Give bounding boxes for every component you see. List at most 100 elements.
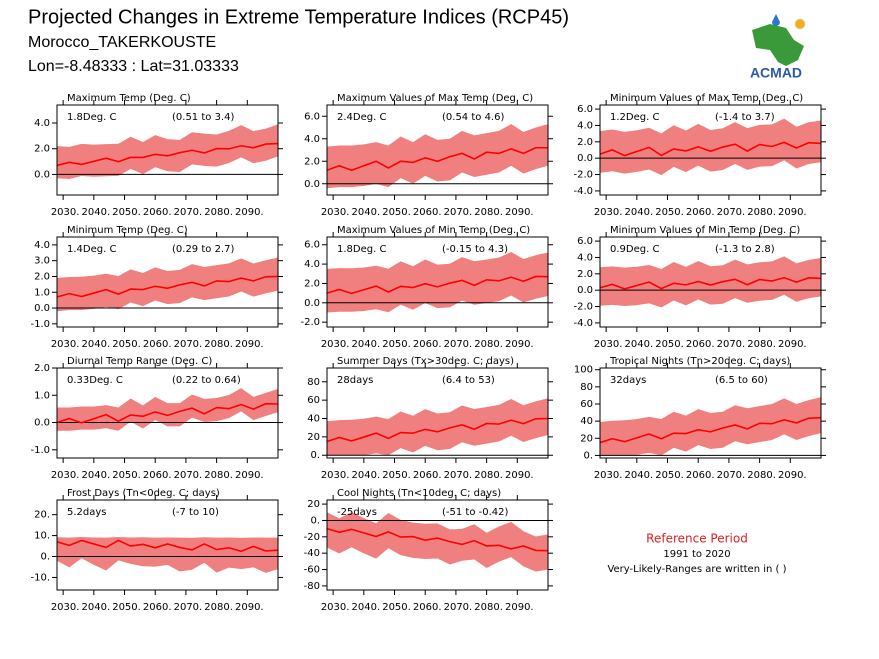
x-tick-label: 2080. <box>474 602 503 613</box>
x-tick-label: 2040. <box>352 339 381 350</box>
panel: 0.0 2.0 4.0 2030. 2040. 2050. 2060. 2070. 2080. 2… <box>34 93 283 218</box>
y-tick-label: -2.0 <box>573 302 593 313</box>
x-tick-label: 2060. <box>413 339 442 350</box>
panel-stat: 2.4Deg. C <box>337 112 386 123</box>
y-tick-label: 0.0 <box>34 303 50 314</box>
y-tick-label: 3.0 <box>34 256 50 267</box>
y-tick-label: 20 <box>307 499 320 510</box>
logo-map <box>752 24 804 66</box>
x-tick-label: 2030. <box>321 207 350 218</box>
plot-frame <box>326 499 549 591</box>
y-tick-label: -60 <box>304 565 320 576</box>
panel-range: (6.5 to 60) <box>715 375 768 386</box>
plot-frame <box>326 104 549 196</box>
location: Lon=-8.48333 : Lat=31.03333 <box>28 58 239 75</box>
x-tick-label: 2070. <box>174 470 203 481</box>
x-tick-label: 2080. <box>204 602 233 613</box>
panel: -80 -60 -40 -20 0. 20 2030. 2040. 2050. 2060. 2070… <box>304 488 553 613</box>
y-tick-label: 1.0 <box>34 287 50 298</box>
median-line <box>56 275 279 298</box>
x-tick-label: 2060. <box>413 602 442 613</box>
y-tick-label: 60 <box>307 395 320 406</box>
median-line <box>599 141 822 157</box>
x-tick-label: 2050. <box>112 339 141 350</box>
panel: -10. 0. 10. 20. 2030. 2040. 2050. 2060. 2070. 208… <box>30 488 283 613</box>
x-tick-label: 2040. <box>625 470 654 481</box>
range-band <box>327 512 548 572</box>
median-line <box>56 539 279 553</box>
y-tick-label: 0. <box>310 450 320 461</box>
y-tick-label: 0.0 <box>304 298 320 309</box>
x-tick-label: 2030. <box>594 470 623 481</box>
panel-title: Diurnal Temp Range (Deg. C) <box>67 356 212 367</box>
x-tick-label: 2090. <box>778 339 807 350</box>
logo: ACMAD <box>750 14 805 81</box>
panel: 0. 20 40 60 80 2030. 2040. 2050. 2060. 2070. 2080.… <box>307 356 553 481</box>
y-tick-label: -2.0 <box>573 170 593 181</box>
x-tick-label: 2060. <box>413 207 442 218</box>
panel-range: (-7 to 10) <box>172 507 219 518</box>
x-tick-label: 2080. <box>474 470 503 481</box>
y-tick-label: -40 <box>304 548 320 559</box>
y-tick-label: 100 <box>574 365 593 376</box>
panel-range: (-1.3 to 2.8) <box>715 244 775 255</box>
logo-text: ACMAD <box>750 65 802 81</box>
x-tick-label: 2090. <box>235 207 264 218</box>
x-tick-label: 2070. <box>174 602 203 613</box>
x-tick-label: 2080. <box>747 470 776 481</box>
x-tick-label: 2090. <box>505 207 534 218</box>
y-tick-label: -20 <box>304 532 320 543</box>
x-tick-label: 2090. <box>235 470 264 481</box>
x-tick-label: 2080. <box>204 470 233 481</box>
y-tick-label: -2.0 <box>300 317 320 328</box>
y-tick-label: 4.0 <box>304 134 320 145</box>
panel-range: (-1.4 to 3.7) <box>715 112 775 123</box>
x-tick-label: 2060. <box>143 339 172 350</box>
panel-range: (0.29 to 2.7) <box>172 244 234 255</box>
panel-range: (6.4 to 53) <box>442 375 495 386</box>
y-tick-label: 6.0 <box>577 104 593 115</box>
note-ranges: Very-Likely-Ranges are written in ( ) <box>607 564 786 575</box>
x-tick-label: 2060. <box>143 470 172 481</box>
x-tick-label: 2090. <box>778 470 807 481</box>
range-band <box>57 537 278 573</box>
x-tick-label: 2050. <box>382 207 411 218</box>
title: Projected Changes in Extreme Temperature… <box>28 6 569 28</box>
x-tick-label: 2050. <box>655 339 684 350</box>
y-tick-label: 4.0 <box>34 240 50 251</box>
panel-stat: 5.2days <box>67 507 107 518</box>
y-tick-label: 4.0 <box>577 120 593 131</box>
x-tick-label: 2060. <box>143 207 172 218</box>
plot-frame <box>599 236 822 328</box>
panel-title: Minimum Temp (Deg. C) <box>67 225 188 236</box>
panel-title: Maximum Values of Max Temp (Deg. C) <box>337 93 533 104</box>
x-tick-label: 2040. <box>352 602 381 613</box>
panel: 0.0 2.0 4.0 6.0 2030. 2040. 2050. 2060. 2070. 208… <box>304 93 553 218</box>
median-line <box>56 402 279 424</box>
y-tick-label: 0.0 <box>304 179 320 190</box>
x-tick-label: 2030. <box>51 470 80 481</box>
y-tick-label: 20. <box>34 510 50 521</box>
y-tick-label: 2.0 <box>304 156 320 167</box>
x-tick-label: 2050. <box>112 470 141 481</box>
panel-title: Maximum Values of Min Temp (Deg. C) <box>337 225 530 236</box>
y-tick-label: 0.0 <box>577 285 593 296</box>
note-period: 1991 to 2020 <box>663 549 730 560</box>
y-tick-label: -1.0 <box>30 319 50 330</box>
x-tick-label: 2030. <box>51 602 80 613</box>
panel-title: Minimum Values of Min Temp (Deg. C) <box>610 225 800 236</box>
x-tick-label: 2060. <box>686 207 715 218</box>
y-tick-label: 40 <box>307 414 320 425</box>
y-tick-label: 60 <box>580 399 593 410</box>
y-tick-label: 2.0 <box>34 144 50 155</box>
y-tick-label: 2.0 <box>577 269 593 280</box>
range-band <box>327 398 548 456</box>
y-tick-label: 2.0 <box>34 363 50 374</box>
median-line <box>56 142 279 167</box>
x-tick-label: 2070. <box>444 339 473 350</box>
y-tick-label: 4.0 <box>304 259 320 270</box>
x-tick-label: 2090. <box>235 339 264 350</box>
